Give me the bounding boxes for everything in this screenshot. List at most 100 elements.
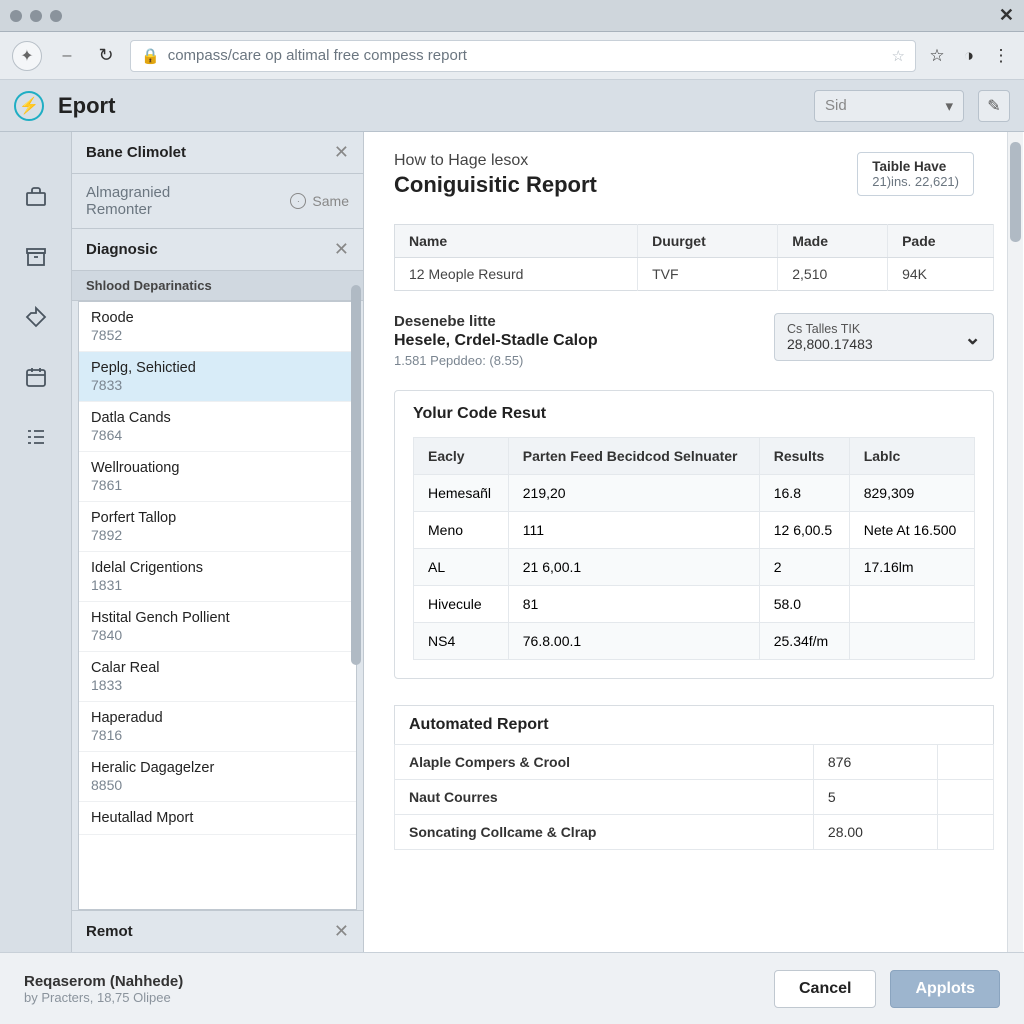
item-name: Hstital Gench Pollient xyxy=(91,610,344,626)
table-cell: Hemesañl xyxy=(414,475,509,512)
bookmark-star-icon[interactable]: ☆ xyxy=(892,47,905,65)
item-name: Heutallad Mport xyxy=(91,810,344,826)
list-item[interactable]: Datla Cands7864 xyxy=(79,402,356,452)
list-item[interactable]: Roode7852 xyxy=(79,302,356,352)
header-select[interactable]: Sid ▾ xyxy=(814,90,964,122)
star-icon[interactable]: ☆ xyxy=(926,45,948,67)
sidebar-list-header: Shlood Deparinatics xyxy=(72,271,363,301)
archive-icon[interactable] xyxy=(21,242,51,272)
cancel-button[interactable]: Cancel xyxy=(774,970,876,1008)
table-cell: 829,309 xyxy=(849,475,974,512)
profile-icon[interactable]: ◑ xyxy=(958,45,980,67)
item-name: Wellrouationg xyxy=(91,460,344,476)
item-code: 7892 xyxy=(91,527,344,543)
table-header: Lablc xyxy=(849,438,974,475)
table-cell: TVF xyxy=(638,258,778,291)
sidebar: Bane Climolet ✕ Almagranied Remonter · S… xyxy=(72,132,364,952)
lock-icon: 🔒 xyxy=(141,47,160,65)
item-code: 1833 xyxy=(91,677,344,693)
item-code: 7840 xyxy=(91,627,344,643)
sidebar-meta-text: Same xyxy=(312,193,349,209)
back-button[interactable]: ✦ xyxy=(12,41,42,71)
apply-button[interactable]: Applots xyxy=(890,970,1000,1008)
menu-icon[interactable]: ⋮ xyxy=(990,45,1012,67)
table-cell xyxy=(937,815,993,850)
list-item[interactable]: Peplg, Sehictied7833 xyxy=(79,352,356,402)
auto-report-title: Automated Report xyxy=(394,705,994,744)
desc-line1: Desenebe litte xyxy=(394,313,754,330)
list-item[interactable]: Wellrouationg7861 xyxy=(79,452,356,502)
table-cell: 16.8 xyxy=(759,475,849,512)
list-item[interactable]: Haperadud7816 xyxy=(79,702,356,752)
sidebar-section2-title: Almagranied xyxy=(86,184,170,201)
close-icon[interactable]: ✕ xyxy=(334,142,349,163)
reload-button[interactable]: ↻ xyxy=(92,42,120,70)
table-cell xyxy=(849,586,974,623)
panel-title: Yolur Code Resut xyxy=(413,405,975,423)
results-table: EaclyParten Feed Becidcod SelnuaterResul… xyxy=(413,437,975,660)
table-header: Pade xyxy=(888,225,994,258)
window-min[interactable] xyxy=(30,10,42,22)
item-code: 7852 xyxy=(91,327,344,343)
table-cell: 5 xyxy=(813,780,937,815)
tag-icon[interactable] xyxy=(21,302,51,332)
calendar-icon[interactable] xyxy=(21,362,51,392)
table-cell: 21 6,00.1 xyxy=(508,549,759,586)
close-icon[interactable]: ✕ xyxy=(334,239,349,260)
table-cell xyxy=(937,780,993,815)
icon-sidebar xyxy=(0,132,72,952)
table-header: Eacly xyxy=(414,438,509,475)
close-icon[interactable]: ✕ xyxy=(999,5,1014,26)
app-logo-icon: ⚡ xyxy=(14,91,44,121)
briefcase-icon[interactable] xyxy=(21,182,51,212)
window-max[interactable] xyxy=(50,10,62,22)
item-code: 1831 xyxy=(91,577,344,593)
window-close[interactable] xyxy=(10,10,22,22)
table-cell: 17.16lm xyxy=(849,549,974,586)
list-item[interactable]: Hstital Gench Pollient7840 xyxy=(79,602,356,652)
item-code: 7833 xyxy=(91,377,344,393)
results-panel: Yolur Code Resut EaclyParten Feed Becidc… xyxy=(394,390,994,679)
table-header: Parten Feed Becidcod Selnuater xyxy=(508,438,759,475)
item-name: Peplg, Sehictied xyxy=(91,360,344,376)
scrollbar[interactable] xyxy=(349,271,363,910)
table-cell: 111 xyxy=(508,512,759,549)
table-header: Duurget xyxy=(638,225,778,258)
list-item[interactable]: Idelal Crigentions1831 xyxy=(79,552,356,602)
list-item[interactable]: Calar Real1833 xyxy=(79,652,356,702)
scroll-thumb[interactable] xyxy=(351,285,361,665)
list-item[interactable]: Heutallad Mport xyxy=(79,802,356,835)
dropdown-value: 28,800.17483 xyxy=(787,336,964,352)
scrollbar[interactable] xyxy=(1007,132,1023,952)
desc-line3: 1.581 Pepddeo: (8.55) xyxy=(394,353,754,368)
table-cell: 876 xyxy=(813,745,937,780)
url-bar[interactable]: 🔒 compass/care op altimal free compess r… xyxy=(130,40,916,72)
footer: Reqaserom (Nahhede) by Practers, 18,75 O… xyxy=(0,952,1024,1024)
sidebar-list[interactable]: Roode7852Peplg, Sehictied7833Datla Cands… xyxy=(78,301,357,910)
item-name: Datla Cands xyxy=(91,410,344,426)
target-icon: · xyxy=(290,193,306,209)
item-name: Porfert Tallop xyxy=(91,510,344,526)
forward-button[interactable]: – xyxy=(52,41,82,71)
sidebar-section3-title: Diagnosic xyxy=(86,241,158,258)
table-cell: 81 xyxy=(508,586,759,623)
list-item[interactable]: Porfert Tallop7892 xyxy=(79,502,356,552)
item-name: Calar Real xyxy=(91,660,344,676)
sidebar-section1-title: Bane Climolet xyxy=(86,144,186,161)
chevron-down-icon: ⌄ xyxy=(964,325,981,350)
dropdown-select[interactable]: Cs Talles TIK 28,800.17483 ⌄ xyxy=(774,313,994,361)
list-icon[interactable] xyxy=(21,422,51,452)
item-code: 8850 xyxy=(91,777,344,793)
item-code: 7816 xyxy=(91,727,344,743)
table-header: Results xyxy=(759,438,849,475)
table-header: Made xyxy=(778,225,888,258)
close-icon[interactable]: ✕ xyxy=(334,921,349,942)
table-cell: 12 6,00.5 xyxy=(759,512,849,549)
edit-button[interactable]: ✎ xyxy=(978,90,1010,122)
list-item[interactable]: Heralic Dagagelzer8850 xyxy=(79,752,356,802)
item-name: Heralic Dagagelzer xyxy=(91,760,344,776)
titlebar: ✕ xyxy=(0,0,1024,32)
scroll-thumb[interactable] xyxy=(1010,142,1021,242)
footer-sub: by Practers, 18,75 Olipee xyxy=(24,990,774,1005)
select-value: Sid xyxy=(825,97,847,114)
